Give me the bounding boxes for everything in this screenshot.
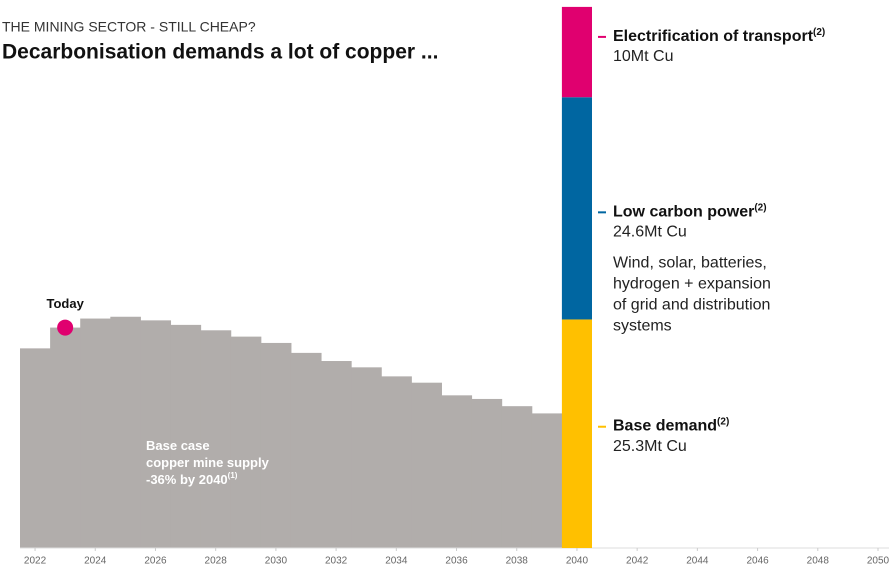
supply-step xyxy=(411,382,442,548)
supply-step xyxy=(290,352,322,548)
supply-step xyxy=(200,330,232,548)
x-tick-label: 2042 xyxy=(626,556,649,567)
x-tick-label: 2038 xyxy=(506,556,529,567)
x-tick-label: 2034 xyxy=(385,556,408,567)
x-tick-label: 2048 xyxy=(807,556,830,567)
x-tick-label: 2036 xyxy=(445,556,468,567)
demand-segment xyxy=(561,97,592,320)
supply-step xyxy=(230,336,262,548)
legend-description: systems xyxy=(613,318,672,335)
supply-step xyxy=(80,318,111,548)
supply-step xyxy=(260,342,292,548)
footnote: (2) xyxy=(813,27,825,38)
x-tick-label: 2044 xyxy=(686,556,709,567)
x-tick-label: 2046 xyxy=(746,556,769,567)
legend-value: 10Mt Cu xyxy=(613,48,673,65)
today-marker xyxy=(57,319,74,336)
legend-description: hydrogen + expansion xyxy=(613,276,771,293)
x-tick-label: 2024 xyxy=(84,556,107,567)
supply-step xyxy=(140,320,172,548)
legend-name-text: Low carbon power xyxy=(613,204,754,221)
legend-name: Low carbon power(2) xyxy=(613,202,767,221)
supply-step xyxy=(50,327,81,548)
supply-note: copper mine supply xyxy=(146,455,270,470)
footnote: (2) xyxy=(754,202,766,213)
supply-note-line: Base case xyxy=(146,438,210,453)
supply-step xyxy=(351,367,382,548)
legend-description: Wind, solar, batteries, xyxy=(613,255,767,272)
kicker: THE MINING SECTOR - STILL CHEAP? xyxy=(2,19,256,35)
today-label: Today xyxy=(46,296,84,311)
supply-step xyxy=(501,406,533,548)
supply-step xyxy=(471,398,503,548)
x-tick-label: 2028 xyxy=(205,556,228,567)
x-tick-label: 2026 xyxy=(144,556,167,567)
demand-segment xyxy=(561,319,592,548)
supply-note-line: copper mine supply xyxy=(146,455,270,470)
supply-note: -36% by 2040(1) xyxy=(146,471,238,487)
legend-name-text: Electrification of transport xyxy=(613,28,814,45)
demand-segment xyxy=(561,6,592,98)
x-tick-label: 2032 xyxy=(325,556,348,567)
x-tick-label: 2040 xyxy=(566,556,589,567)
supply-step xyxy=(110,316,141,548)
legend-value: 25.3Mt Cu xyxy=(613,438,687,455)
legend-name-text: Base demand xyxy=(613,418,717,435)
legend-value: 24.6Mt Cu xyxy=(613,224,687,241)
supply-step xyxy=(531,413,563,548)
legend-description: of grid and distribution xyxy=(613,297,770,314)
supply-step xyxy=(170,324,202,548)
supply-note: Base case xyxy=(146,438,210,453)
footnote: (2) xyxy=(717,416,729,427)
chart-title: Decarbonisation demands a lot of copper … xyxy=(2,41,438,64)
supply-step xyxy=(381,376,412,548)
supply-step xyxy=(321,361,352,548)
legend-name: Electrification of transport(2) xyxy=(613,27,825,46)
supply-note-line: -36% by 2040 xyxy=(146,472,228,487)
x-tick-label: 2050 xyxy=(867,556,889,567)
supply-step xyxy=(441,395,473,548)
supply-step xyxy=(20,348,51,548)
legend-name: Base demand(2) xyxy=(613,416,729,435)
x-tick-label: 2022 xyxy=(24,556,47,567)
footnote: (1) xyxy=(228,471,238,480)
x-tick-label: 2030 xyxy=(265,556,288,567)
